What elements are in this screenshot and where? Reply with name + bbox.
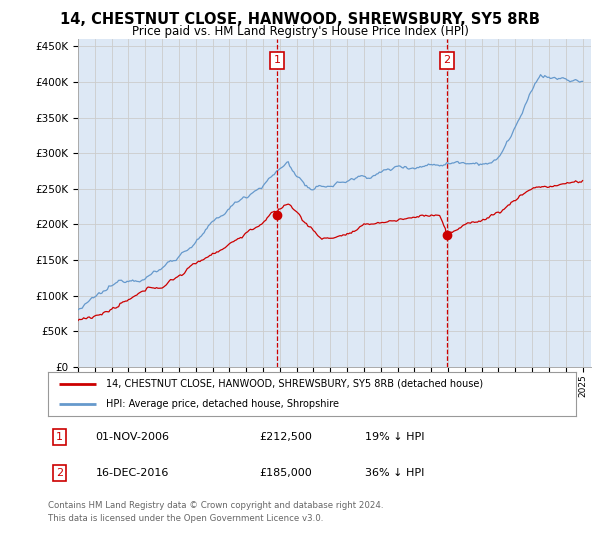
Text: 19% ↓ HPI: 19% ↓ HPI [365,432,424,442]
Text: £185,000: £185,000 [259,468,312,478]
Text: 1: 1 [274,55,281,66]
Text: 36% ↓ HPI: 36% ↓ HPI [365,468,424,478]
Text: 01-NOV-2006: 01-NOV-2006 [95,432,170,442]
Text: 2: 2 [56,468,63,478]
Text: HPI: Average price, detached house, Shropshire: HPI: Average price, detached house, Shro… [106,399,339,409]
Text: £212,500: £212,500 [259,432,312,442]
Text: 1: 1 [56,432,63,442]
Text: 14, CHESTNUT CLOSE, HANWOOD, SHREWSBURY, SY5 8RB: 14, CHESTNUT CLOSE, HANWOOD, SHREWSBURY,… [60,12,540,27]
Text: Price paid vs. HM Land Registry's House Price Index (HPI): Price paid vs. HM Land Registry's House … [131,25,469,38]
Text: 2: 2 [443,55,450,66]
Text: 14, CHESTNUT CLOSE, HANWOOD, SHREWSBURY, SY5 8RB (detached house): 14, CHESTNUT CLOSE, HANWOOD, SHREWSBURY,… [106,379,483,389]
Text: 16-DEC-2016: 16-DEC-2016 [95,468,169,478]
Text: Contains HM Land Registry data © Crown copyright and database right 2024.
This d: Contains HM Land Registry data © Crown c… [48,501,383,522]
